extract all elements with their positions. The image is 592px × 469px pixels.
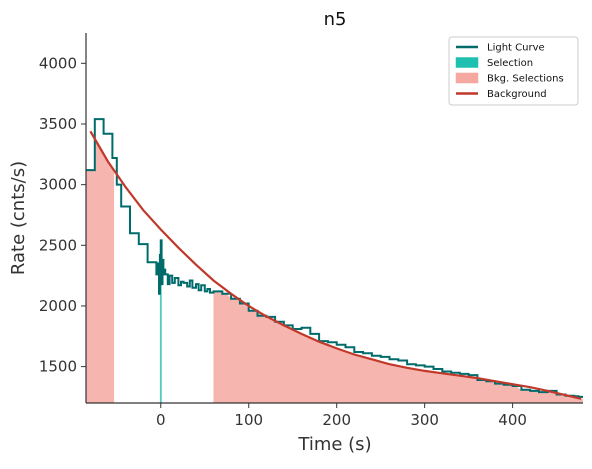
y-tick-label: 1500	[39, 358, 77, 376]
y-tick-label: 2500	[39, 236, 77, 254]
selection-fills	[86, 139, 583, 403]
bkg-selection-region-2	[213, 291, 583, 403]
source-selection-region	[159, 240, 162, 403]
legend: Light Curve Selection Bkg. Selections Backg…	[448, 36, 579, 106]
legend-box	[448, 36, 579, 106]
series-lines	[86, 118, 583, 400]
x-tick-label: 0	[156, 411, 166, 429]
x-tick-label: 300	[410, 411, 439, 429]
y-tick-label: 3000	[39, 176, 77, 194]
legend-label: Background	[487, 89, 547, 100]
chart-title: n5	[324, 9, 347, 30]
y-tick-label: 4000	[39, 54, 77, 72]
legend-label: Selection	[487, 58, 533, 69]
x-tick-label: 200	[322, 411, 351, 429]
bkg-selection-region-1	[86, 139, 115, 403]
y-tick-label: 3500	[39, 115, 77, 133]
legend-label: Bkg. Selections	[487, 74, 564, 85]
background-fit-line	[89, 130, 582, 400]
x-axis-label: Time (s)	[297, 434, 371, 455]
x-ticks: 0 100 200 300 400	[156, 403, 527, 429]
legend-patch-swatch	[455, 72, 479, 84]
y-axis-label: Rate (cnts/s)	[8, 161, 29, 275]
legend-label: Light Curve	[487, 43, 545, 54]
y-ticks: 1500 2000 2500 3000 3500 4000	[39, 54, 86, 376]
legend-patch-swatch	[455, 57, 479, 68]
axes	[85, 33, 583, 404]
x-tick-label: 400	[498, 411, 527, 429]
y-tick-label: 2000	[39, 297, 77, 315]
x-tick-label: 100	[234, 411, 263, 429]
